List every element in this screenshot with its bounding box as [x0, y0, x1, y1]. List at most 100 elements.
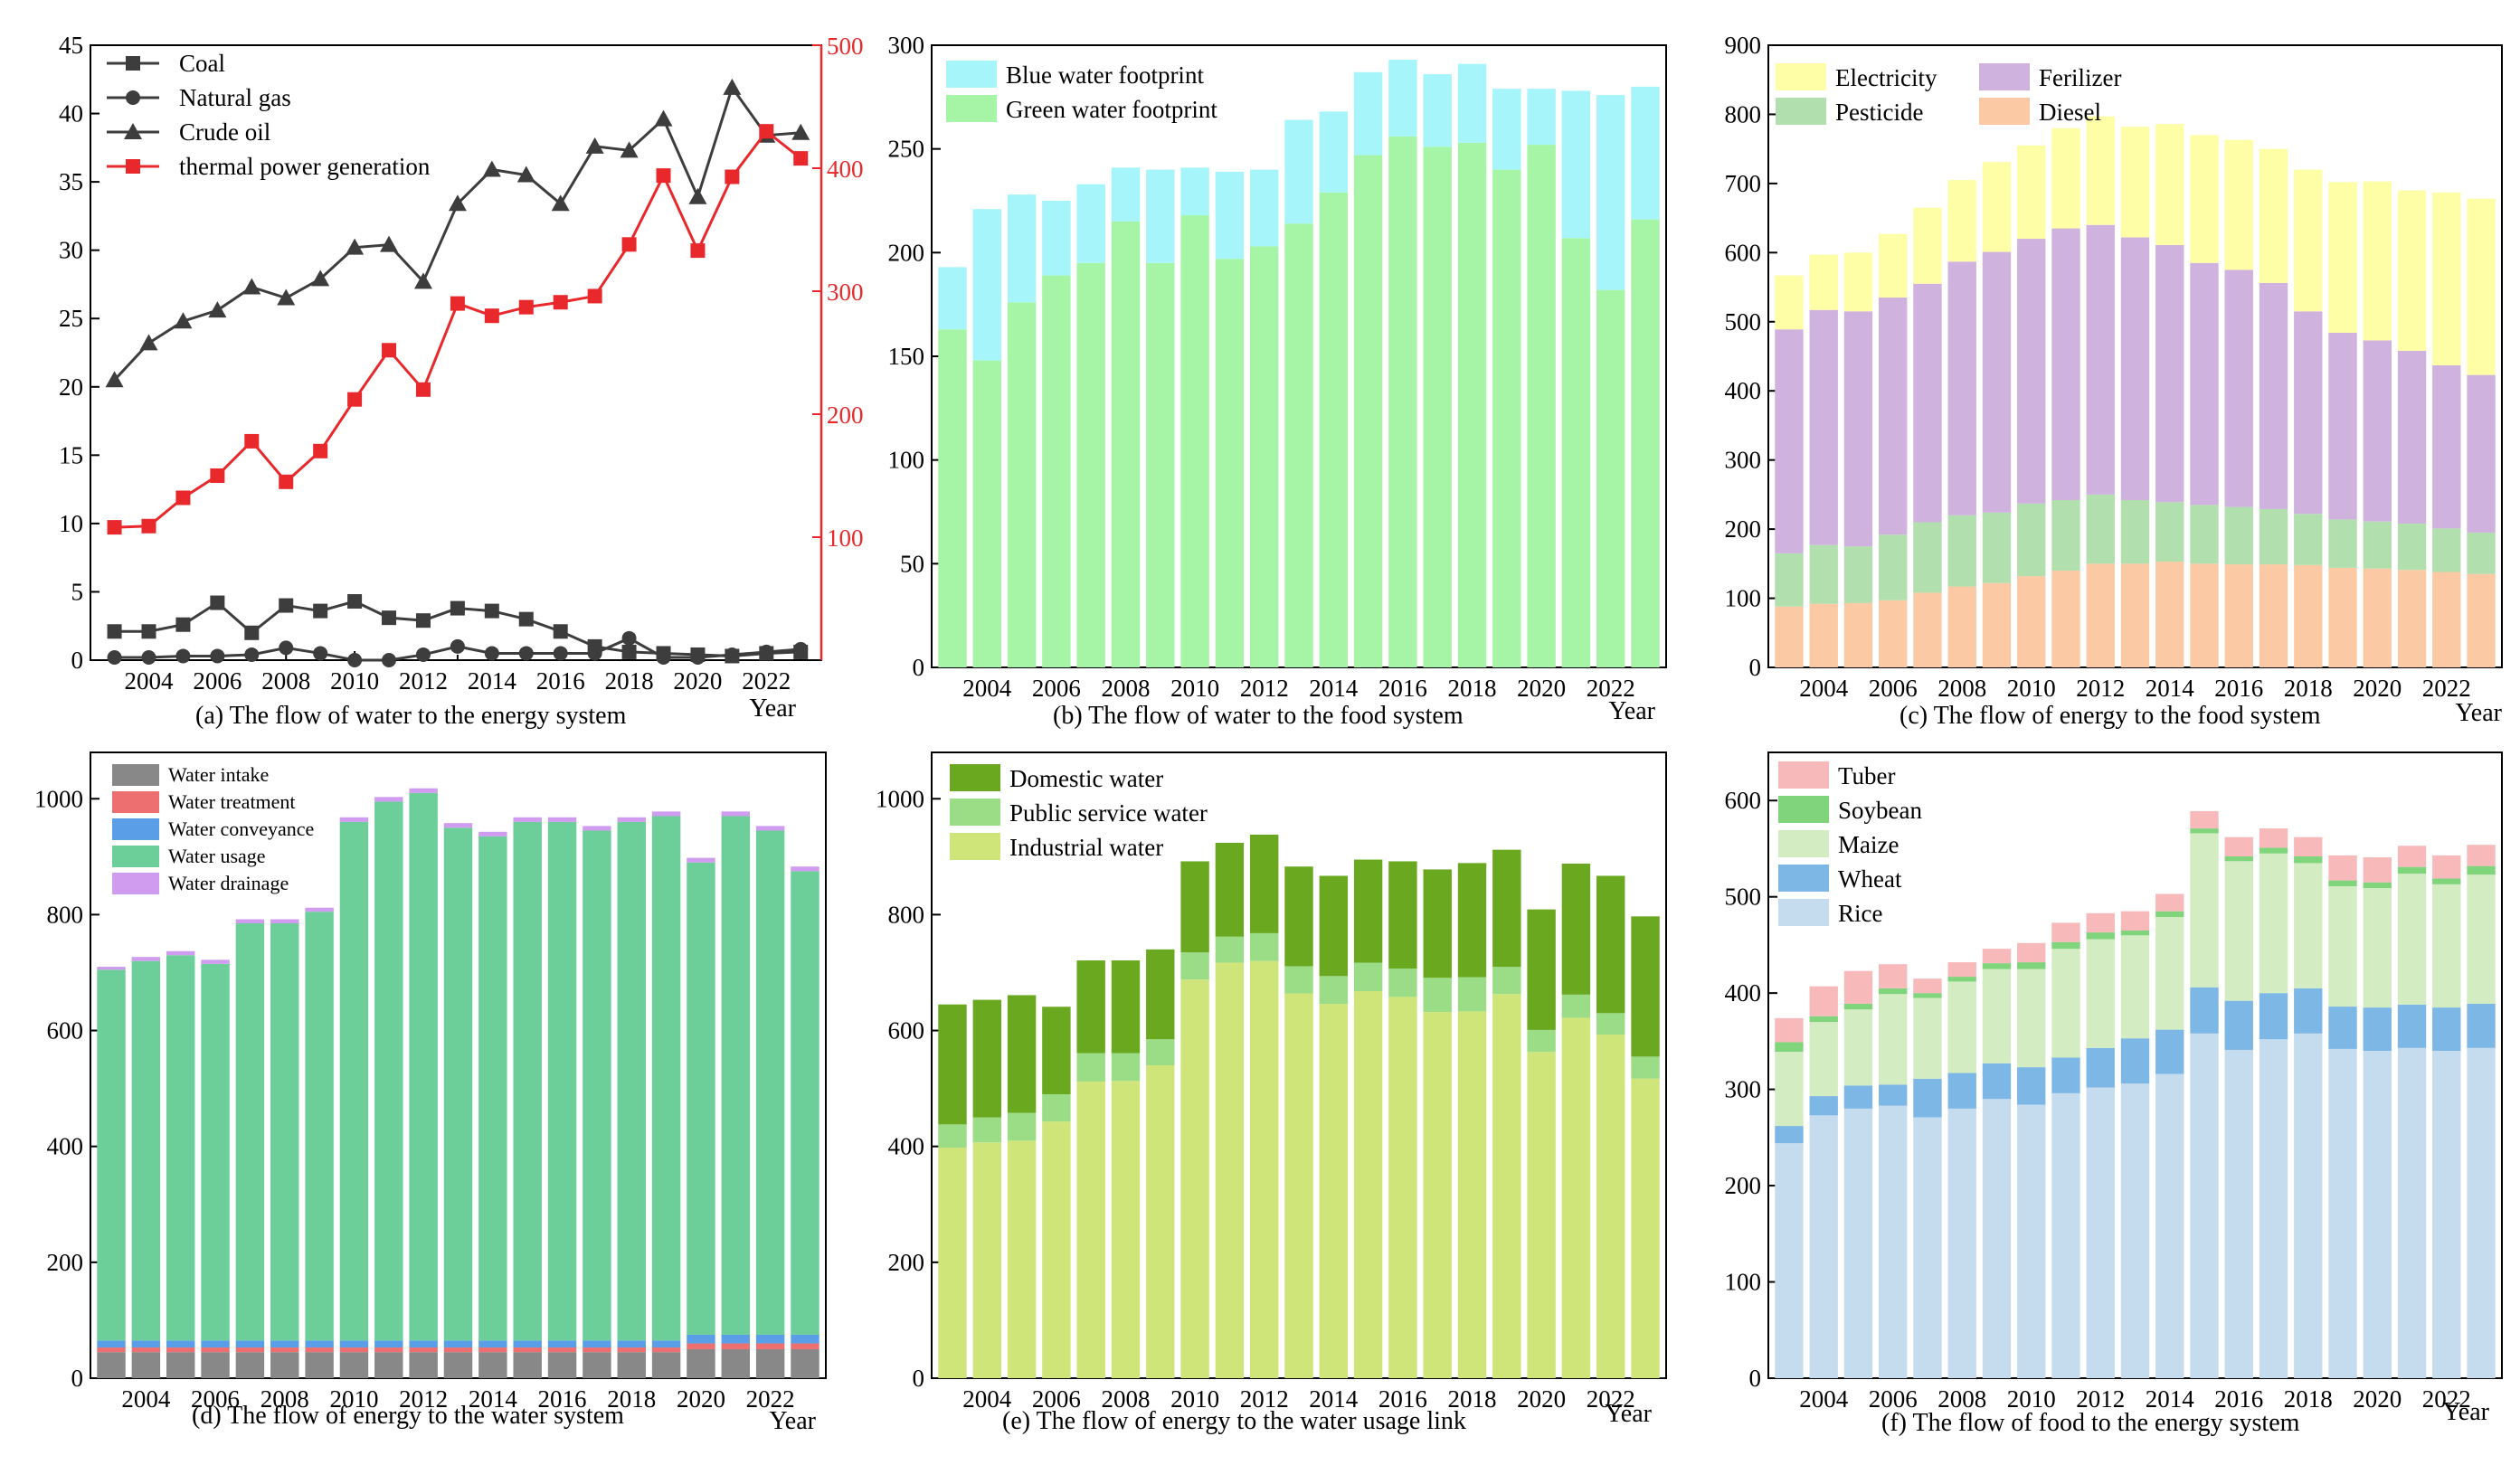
legend-marker	[124, 123, 142, 139]
legend-label: Diesel	[2039, 99, 2101, 126]
bar-segment	[1180, 215, 1209, 667]
bar-segment	[2467, 573, 2496, 667]
y-tick-label: 50	[900, 550, 924, 577]
x-tick-label: 2008	[261, 667, 310, 695]
bar-segment	[1457, 142, 1487, 667]
bar-segment	[1457, 63, 1487, 143]
bar-segment	[1809, 1115, 1838, 1378]
x-tick-label: 2014	[469, 1385, 518, 1413]
bar-segment	[1249, 932, 1279, 961]
bar-segment	[1809, 254, 1838, 310]
x-tick-label: 2022	[2422, 1385, 2471, 1413]
legend-label: Soybean	[1838, 797, 1922, 824]
bar-segment	[651, 1347, 681, 1353]
bar-segment	[1388, 60, 1417, 137]
bar-segment	[721, 811, 751, 817]
x-tick-label: 2004	[962, 1385, 1012, 1413]
bar-segment	[1076, 262, 1105, 667]
data-point	[141, 518, 156, 534]
legend-swatch	[946, 61, 997, 88]
panel-b: 0 50 100 150 200 250 300 2004 2006 2008 2010 2012 20…	[888, 32, 1667, 730]
x-tick-label: 2016	[2214, 675, 2263, 702]
bar-segment	[972, 1117, 1001, 1143]
data-point	[279, 640, 294, 656]
data-point	[382, 610, 397, 626]
y2-tick-label: 100	[827, 525, 864, 552]
bar-segment	[409, 1347, 438, 1353]
y-tick-label: 100	[888, 447, 925, 474]
bar-segment	[1631, 86, 1660, 220]
bar-segment	[1947, 1108, 1976, 1378]
bar-segment	[478, 1347, 507, 1353]
data-point	[688, 187, 707, 204]
bar-segment	[2397, 523, 2427, 571]
panel-d: 0 200 400 600 800 1000 2004 2006 2008 2010 2012 201…	[34, 751, 827, 1435]
y-tick-label: 30	[59, 237, 83, 264]
bar-segment	[339, 821, 369, 1341]
bar-segment	[2432, 528, 2461, 572]
bar-segment	[1388, 968, 1417, 997]
bar-segment	[2294, 988, 2323, 1034]
legend-label: Green water footprint	[1006, 96, 1217, 123]
bar-segment	[1596, 1035, 1625, 1378]
x-tick-label: 2012	[1240, 1385, 1289, 1413]
bar-segment	[1527, 89, 1556, 146]
bar-segment	[1843, 1085, 1873, 1109]
bar-segment	[1180, 167, 1209, 216]
bar-segment	[513, 1347, 542, 1353]
bar-segment	[1527, 1029, 1556, 1053]
bar-segment	[1561, 1017, 1591, 1378]
bar-segment	[409, 1352, 438, 1378]
bar-segment	[2467, 845, 2496, 866]
bar-segment	[938, 1147, 967, 1378]
bar-segment	[2051, 500, 2080, 571]
panel-c: 0 100 200 300 400 500 600 700 800 900 2004 2006 2008…	[1725, 32, 2503, 730]
bar-segment	[791, 1343, 819, 1349]
x-tick-label: 2020	[2353, 1385, 2402, 1413]
bar-segment	[1947, 586, 1976, 667]
bar-segment	[2190, 563, 2219, 667]
bar-segment	[2397, 1047, 2427, 1378]
bar-segment	[235, 1347, 265, 1353]
bar-segment	[1775, 1126, 1804, 1144]
bar-segment	[166, 1340, 195, 1348]
bar-segment	[617, 1347, 646, 1353]
y-tick-label: 300	[1725, 1076, 1762, 1103]
bar-segment	[1843, 970, 1873, 1004]
y2-tick-label: 300	[827, 279, 864, 306]
data-point	[484, 308, 499, 324]
bar-segment	[1527, 1052, 1556, 1378]
bar-segment	[2051, 228, 2080, 501]
y-tick-label: 0	[913, 1365, 925, 1392]
x-tick-label: 2010	[2007, 675, 2056, 702]
data-point	[518, 611, 534, 627]
bar-segment	[1913, 1117, 1942, 1378]
bar-segment	[2017, 962, 2046, 969]
bar-segment	[1007, 302, 1037, 667]
legend-label: Blue water footprint	[1006, 61, 1204, 89]
bar-segment	[1631, 916, 1660, 1057]
y-tick-label: 500	[1725, 884, 1762, 911]
bar-segment	[131, 1347, 161, 1353]
bar-segment	[513, 1352, 542, 1378]
x-tick-label: 2018	[1448, 675, 1497, 702]
x-tick-label: 2010	[1170, 1385, 1219, 1413]
legend-label: Water usage	[168, 845, 266, 867]
data-point	[484, 646, 499, 661]
bar-segment	[2051, 1057, 2080, 1093]
bar-segment	[583, 1347, 611, 1353]
bar-segment	[374, 1352, 403, 1378]
bar-segment	[1076, 1081, 1105, 1378]
bar-segment	[687, 1343, 715, 1349]
data-point	[620, 141, 639, 158]
bar-segment	[2363, 340, 2392, 522]
bar-segment	[2017, 145, 2046, 240]
bar-segment	[1843, 546, 1873, 603]
x-tick-label: 2020	[1517, 675, 1566, 702]
bar-segment	[1879, 233, 1908, 298]
legend-swatch	[1979, 63, 2030, 90]
x-tick-label: 2004	[1799, 1385, 1849, 1413]
bar-segment	[2259, 853, 2288, 994]
bar-segment	[2155, 244, 2184, 503]
bar-segment	[1809, 603, 1838, 667]
